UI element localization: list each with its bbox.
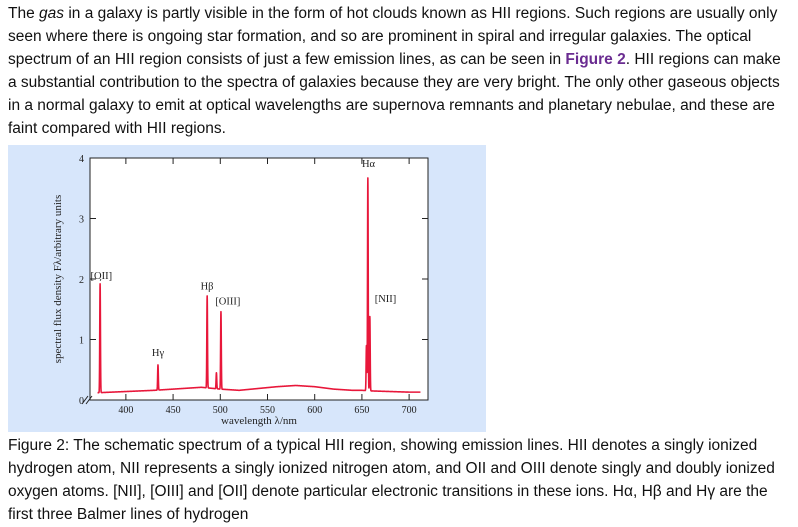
x-tick-label: 500 — [213, 405, 228, 416]
spectrum-chart: 0 1 2 3 4 400 450 500 550 600 650 700 [OII] Hγ Hβ[OI… — [52, 154, 429, 427]
y-tick-label: 3 — [79, 215, 84, 226]
x-tick-label: 550 — [260, 405, 275, 416]
figure-caption: Figure 2: The schematic spectrum of a ty… — [8, 437, 775, 523]
line-label: Hγ — [152, 348, 165, 359]
y-tick-label: 1 — [79, 336, 84, 347]
spectrum-figure: 0 1 2 3 4 400 450 500 550 600 650 700 [OII] Hγ Hβ [OI… — [8, 145, 486, 432]
spectrum-line — [96, 177, 422, 394]
x-tick-label: 600 — [307, 405, 322, 416]
x-ticks: 400 450 500 550 600 650 700 — [118, 158, 417, 416]
axis-break-icon — [81, 395, 93, 405]
line-label: [NII] — [375, 294, 397, 305]
line-label: [OIII] — [215, 296, 240, 307]
figure-2-link[interactable]: Figure 2 — [565, 51, 626, 68]
para-text-1: The — [8, 5, 40, 22]
para-text-3: . HII regions can make a substantial con… — [8, 51, 781, 137]
oii-leader-line — [99, 278, 102, 281]
line-label: Hβ — [201, 281, 214, 292]
gas-term: gas — [39, 5, 65, 22]
plot-frame — [89, 157, 429, 401]
para-text-2: in a galaxy is partly visible in the for… — [8, 5, 778, 68]
line-label: [OII] — [91, 271, 113, 282]
y-ticks: 0 1 2 3 4 — [79, 154, 428, 407]
y-axis-label: spectral flux density Fλ/arbitrary units — [52, 195, 64, 363]
y-tick-label: 4 — [79, 154, 84, 165]
x-tick-label: 400 — [118, 405, 133, 416]
intro-paragraph: The gas in a galaxy is partly visible in… — [8, 2, 792, 140]
line-label: Hα — [362, 159, 376, 170]
line-annotations: [OII] Hγ Hβ[OIII] Hα [NII] — [91, 159, 397, 359]
x-axis-label: wavelength λ/nm — [221, 415, 297, 427]
x-tick-label: 650 — [354, 405, 369, 416]
y-tick-label: 2 — [79, 275, 84, 286]
x-tick-label: 700 — [402, 405, 417, 416]
x-tick-label: 450 — [166, 405, 181, 416]
y-tick-label: 0 — [79, 396, 84, 407]
